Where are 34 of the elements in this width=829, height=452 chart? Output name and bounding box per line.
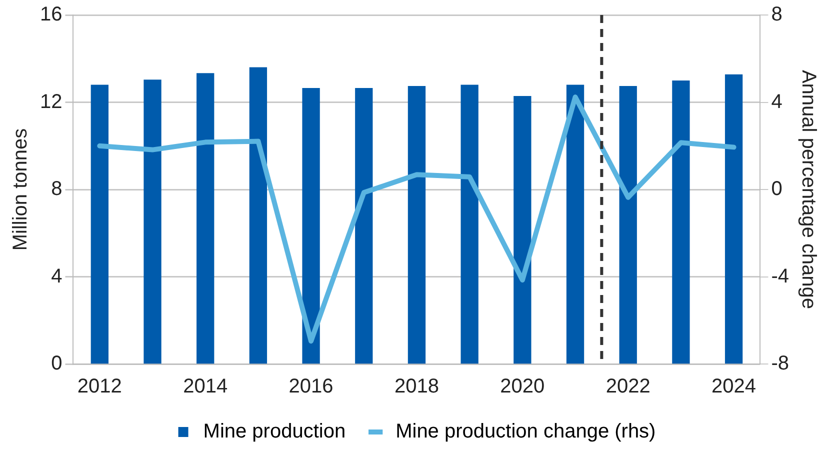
bar <box>566 84 584 364</box>
bar <box>90 84 108 364</box>
y2-tick-label: 0 <box>771 178 782 200</box>
bar <box>355 88 373 364</box>
legend-label: Mine production change (rhs) <box>396 420 656 443</box>
x-tick-label: 2012 <box>77 376 122 398</box>
y2-tick-label: 4 <box>771 90 782 113</box>
x-tick-label: 2020 <box>500 376 545 398</box>
bar <box>619 86 637 364</box>
y2-axis-title: Annual percentage change <box>797 70 820 310</box>
y-tick-label: 4 <box>51 265 62 288</box>
y2-tick-label: 8 <box>771 4 782 26</box>
bar <box>302 88 320 364</box>
y-tick-label: 16 <box>40 4 62 26</box>
x-tick-label: 2024 <box>712 376 756 398</box>
legend-label: Mine production <box>203 420 346 443</box>
bar <box>672 80 690 364</box>
bar <box>408 86 426 364</box>
y-axis-title: Million tonnes <box>10 128 32 251</box>
y-tick-label: 0 <box>51 352 62 375</box>
bar <box>196 73 214 364</box>
y-tick-label: 12 <box>40 90 62 113</box>
bar <box>249 67 268 364</box>
x-tick-label: 2014 <box>183 376 228 398</box>
y2-tick-label: -4 <box>771 265 790 288</box>
bar <box>514 96 532 364</box>
y2-tick-label: -8 <box>771 352 790 375</box>
x-tick-label: 2022 <box>606 376 650 398</box>
bar <box>144 80 162 364</box>
bar <box>460 84 478 364</box>
bar <box>724 74 743 364</box>
y-tick-label: 8 <box>51 178 62 200</box>
x-tick-label: 2018 <box>394 376 439 398</box>
x-tick-label: 2016 <box>288 376 334 398</box>
